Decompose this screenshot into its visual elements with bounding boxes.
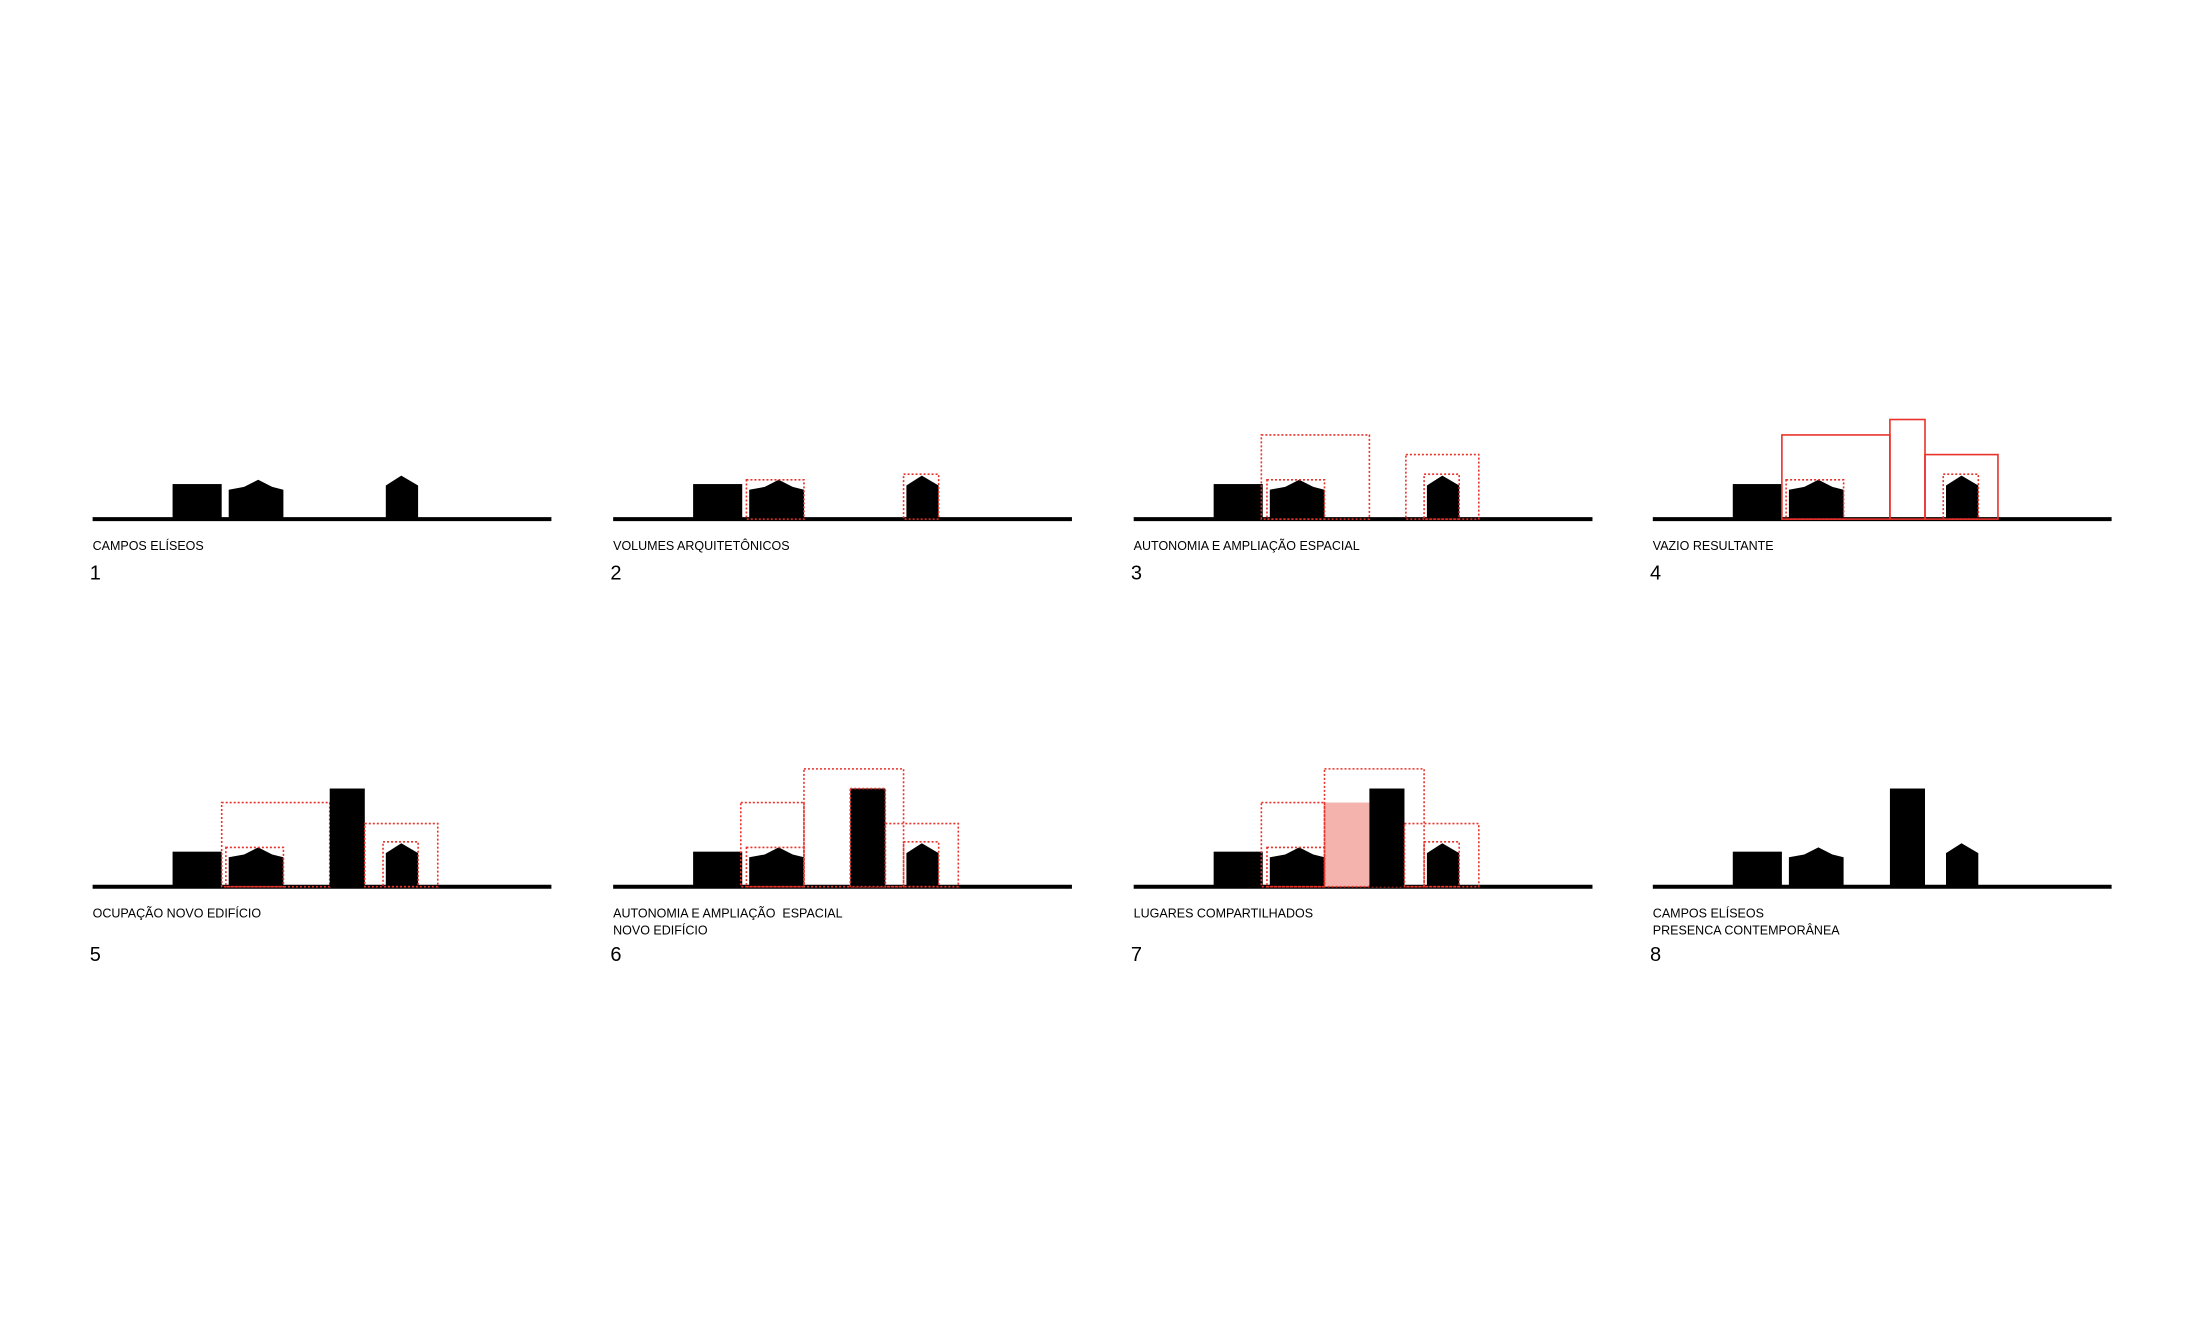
caption: VAZIO RESULTANTE xyxy=(1653,539,1774,553)
caption: VOLUMES ARQUITETÔNICOS xyxy=(613,538,789,553)
house xyxy=(749,847,804,887)
building xyxy=(850,788,886,887)
panel-number: 8 xyxy=(1650,944,1661,966)
volume-outline xyxy=(1423,841,1460,888)
building xyxy=(172,851,222,887)
volume-outline xyxy=(849,787,887,888)
house xyxy=(1788,847,1844,887)
house xyxy=(228,847,284,887)
panel-number: 1 xyxy=(90,562,101,584)
volume-outline xyxy=(1403,822,1480,888)
volume-outline xyxy=(1423,473,1460,520)
building xyxy=(329,788,365,887)
building xyxy=(1213,484,1263,520)
volume-outline xyxy=(1266,846,1326,888)
volume-outline xyxy=(225,846,285,888)
caption: PRESENCA CONTEMPORÂNEA xyxy=(1653,922,1841,937)
panel-number: 7 xyxy=(1131,944,1142,966)
caption: AUTONOMIA E AMPLIAÇÃO ESPACIAL xyxy=(613,907,843,921)
house xyxy=(1269,479,1325,520)
building xyxy=(1213,851,1263,887)
house xyxy=(1426,475,1460,520)
panel-number: 4 xyxy=(1650,562,1661,584)
volume-outline xyxy=(382,841,419,888)
volume-outline xyxy=(803,768,905,888)
caption: LUGARES COMPARTILHADOS xyxy=(1134,907,1313,921)
building xyxy=(693,851,743,887)
building xyxy=(1732,851,1782,887)
house xyxy=(385,843,419,887)
volume-outline xyxy=(1260,801,1326,888)
volume-outline xyxy=(1323,768,1425,888)
house xyxy=(906,843,939,887)
volume-outline xyxy=(1942,473,1980,520)
house xyxy=(228,479,284,520)
building xyxy=(1889,788,1925,887)
volume-outline xyxy=(740,801,805,888)
house xyxy=(906,475,939,520)
volume-outline xyxy=(902,841,940,888)
caption: OCUPAÇÃO NOVO EDIFÍCIO xyxy=(93,906,262,921)
house xyxy=(1788,479,1844,520)
caption: AUTONOMIA E AMPLIAÇÃO ESPACIAL xyxy=(1134,539,1360,553)
house xyxy=(1946,475,1979,520)
building xyxy=(1369,788,1405,887)
panel-number: 2 xyxy=(610,562,621,584)
volume-outline xyxy=(1785,479,1845,520)
building xyxy=(172,484,222,520)
house xyxy=(1946,843,1979,887)
house xyxy=(1269,847,1325,887)
house xyxy=(1426,843,1460,887)
shared-space xyxy=(1324,802,1370,887)
panel-number: 3 xyxy=(1131,562,1142,584)
panel-number: 6 xyxy=(610,944,621,966)
caption: CAMPOS ELÍSEOS xyxy=(93,538,204,553)
panel-number: 5 xyxy=(90,944,101,966)
volume-outline xyxy=(902,473,940,520)
building xyxy=(1732,484,1782,520)
volume-outline xyxy=(1266,479,1326,520)
caption: NOVO EDIFÍCIO xyxy=(613,922,708,937)
house xyxy=(749,479,804,520)
building xyxy=(693,484,743,520)
house xyxy=(385,475,419,520)
volume-outline xyxy=(745,479,805,520)
caption: CAMPOS ELÍSEOS xyxy=(1653,906,1764,921)
volume-outline xyxy=(745,846,805,888)
